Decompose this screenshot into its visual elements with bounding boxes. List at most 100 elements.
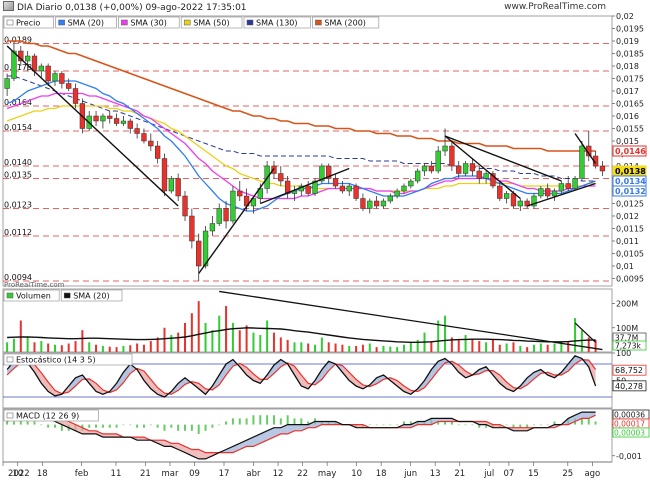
volume-bar [526, 347, 529, 352]
candle-body [127, 120, 133, 129]
volume-bar [307, 343, 310, 352]
price-level-label: 0,0154 [4, 123, 32, 132]
volume-bar [368, 343, 371, 352]
legend-item [55, 16, 117, 29]
volume-bar [430, 341, 433, 352]
macd-fill-segment [109, 433, 117, 438]
macd-hist-bar [177, 424, 180, 431]
candle-body [223, 208, 229, 222]
price-legend: Precio SMA (20) SMA (30) SMA (50) SMA (130) S… [3, 16, 380, 29]
macd-fill-segment [328, 421, 336, 425]
candle-body [113, 118, 120, 124]
volume-bar [498, 344, 501, 352]
candle-body [120, 120, 127, 124]
candle-body [202, 230, 209, 267]
site-watermark: www.ProRealTime.com [504, 2, 606, 12]
macd-hist-bar [88, 424, 91, 428]
candle-body [373, 200, 380, 207]
stochastic-fill-segment [198, 383, 206, 395]
time-tick-label: 09 [189, 469, 200, 479]
time-tick-label: 21 [140, 469, 151, 479]
stochastic-fill-segment [178, 377, 186, 391]
candle-body [72, 88, 79, 104]
candle-body [59, 73, 65, 84]
volume-bar [539, 343, 542, 352]
macd-fill-segment [260, 430, 268, 444]
stochastic-fill-segment [130, 364, 138, 374]
macd-hist-bar [12, 421, 15, 425]
stochastic-fill-segment [458, 365, 466, 378]
time-tick-label: 18 [376, 469, 387, 479]
macd-hist-bar [129, 424, 132, 426]
volume-bar [245, 325, 248, 352]
macd-fill-segment [486, 421, 493, 428]
candle-body [517, 200, 523, 207]
candle-body [462, 163, 469, 174]
candle-body [134, 128, 140, 134]
stochastic-fill-segment [34, 364, 42, 384]
macd-signal-line [6, 414, 596, 454]
volume-bar [231, 322, 234, 352]
price-badge-label: 0,0132 [615, 187, 646, 196]
macd-hist-bar [259, 415, 262, 425]
stochastic-fill-segment [143, 371, 151, 389]
legend-item [3, 16, 54, 29]
macd-hist-bar [478, 424, 481, 428]
macd-hist-bar [252, 415, 255, 425]
time-tick-label: 21 [454, 469, 465, 479]
volume-bar [279, 337, 282, 352]
volume-bar [341, 344, 344, 352]
macd-hist-bar [512, 424, 515, 428]
price-y-tick-label: 0,0155 [616, 125, 644, 134]
legend-label: SMA (30) [130, 19, 166, 28]
macd-hist-bar [279, 418, 282, 425]
time-tick-label: 11 [111, 469, 122, 479]
time-tick-label: 15 [528, 469, 539, 479]
macd-hist-bar [437, 421, 440, 425]
candle-body [380, 200, 387, 207]
candle-body [551, 190, 558, 197]
candle-body [353, 185, 359, 199]
legend-swatch [6, 356, 14, 363]
time-tick-label: ago [584, 469, 600, 479]
volume-bar [54, 344, 57, 352]
stochastic-fill-segment [547, 372, 555, 378]
macd-hist-bar [33, 421, 36, 425]
price-y-tick-label: 0,0095 [616, 275, 644, 284]
macd-hist-bar [519, 424, 522, 428]
time-tick-label: 07 [503, 469, 514, 479]
instrument-icon [3, 1, 14, 11]
stochastic-fill-segment [424, 369, 432, 388]
stochastic-fill-segment [150, 379, 158, 395]
legend-label: MACD (12 26 9) [16, 412, 79, 421]
legend-item [3, 353, 133, 366]
volume-badges: 37,7M7,273k [612, 332, 647, 351]
macd-fill-segment [246, 437, 254, 447]
price-trendline [526, 182, 596, 207]
price-y-tick-label: 0,0165 [616, 100, 644, 109]
candle-body [237, 190, 243, 197]
volume-bar [553, 343, 556, 352]
time-tick-label: jul [483, 469, 494, 479]
volume-bar [327, 342, 330, 352]
macd-fill-segment [315, 421, 322, 428]
macd-fill-segment [301, 424, 309, 431]
macd-hist-bar [184, 424, 187, 431]
volume-bar [457, 339, 460, 352]
volume-badge-label: 7,273k [615, 342, 641, 351]
legend-swatch [6, 412, 14, 419]
volume-bar [170, 335, 173, 352]
candle-body [401, 185, 407, 192]
volume-bar [33, 342, 36, 352]
stochastic-fill-segment [465, 371, 473, 378]
legend-label: SMA (20) [73, 292, 109, 301]
volume-bar [532, 344, 535, 352]
volume-y-axis: 200M 100M [612, 300, 638, 333]
macd-hist-bar [6, 421, 9, 425]
volume-bar [505, 343, 508, 352]
volume-bar [204, 322, 207, 352]
macd-fill-segment [513, 427, 521, 431]
